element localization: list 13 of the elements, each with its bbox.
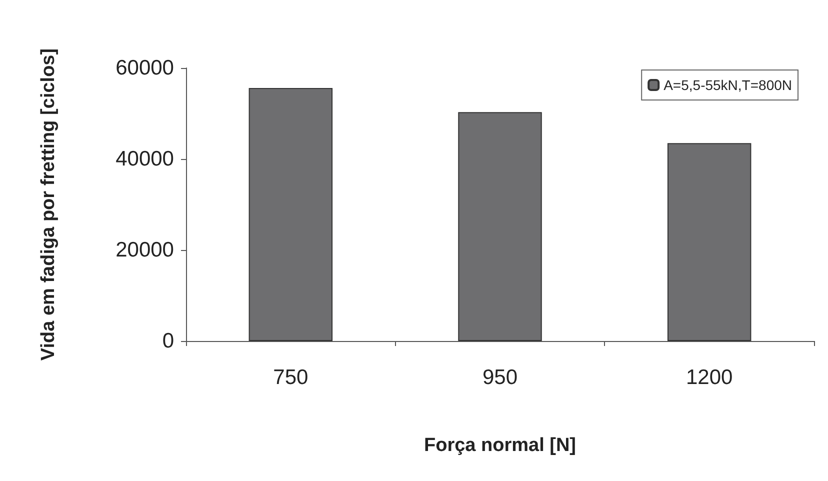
y-axis-title: Vida em fadiga por fretting [ciclos] (38, 48, 59, 361)
y-tick-label: 0 (162, 330, 174, 352)
x-tick-label: 950 (482, 366, 518, 389)
y-tick-label: 40000 (116, 148, 174, 170)
x-axis-title: Força normal [N] (424, 435, 576, 456)
y-tick-label: 60000 (116, 56, 174, 80)
x-tick-label: 1200 (686, 366, 733, 389)
legend-label: A=5,5-55kN,T=800N (664, 77, 792, 93)
bar (248, 88, 333, 341)
bar (667, 143, 752, 341)
y-tick-label: 20000 (116, 238, 174, 262)
x-tick-label: 750 (273, 366, 308, 389)
bar (458, 112, 542, 341)
